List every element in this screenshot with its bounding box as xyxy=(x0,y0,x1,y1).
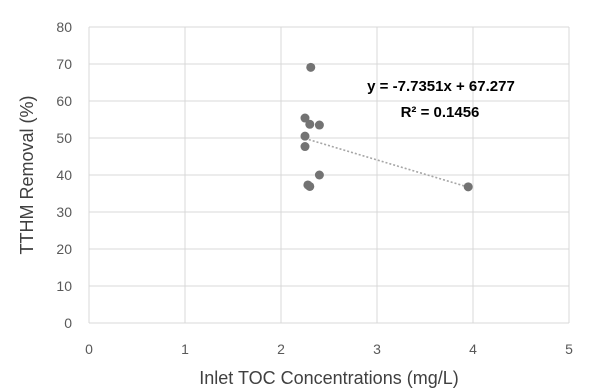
r-squared-label: R² = 0.1456 xyxy=(401,104,480,121)
data-points xyxy=(300,62,473,192)
trendline-group xyxy=(304,137,469,188)
y-axis-title: TTHM Removal (%) xyxy=(17,95,37,254)
x-tick-label: 1 xyxy=(181,341,189,357)
data-point xyxy=(463,182,473,192)
x-tick-label: 4 xyxy=(469,341,477,357)
trendline-equation: y = -7.7351x + 67.277 xyxy=(367,78,515,95)
y-tick-label: 20 xyxy=(56,241,72,257)
data-point xyxy=(300,131,310,141)
y-tick-label: 60 xyxy=(56,93,72,109)
data-point xyxy=(305,181,315,191)
y-tick-label: 0 xyxy=(64,315,72,331)
data-point xyxy=(314,120,324,130)
y-tick-label: 70 xyxy=(56,56,72,72)
y-tick-label: 40 xyxy=(56,167,72,183)
data-point xyxy=(300,113,310,123)
y-tick-labels: 0 10 20 30 40 50 60 70 80 xyxy=(56,19,72,331)
y-tick-label: 10 xyxy=(56,278,72,294)
x-tick-label: 0 xyxy=(85,341,93,357)
x-tick-label: 3 xyxy=(373,341,381,357)
data-point xyxy=(306,62,316,72)
y-tick-label: 30 xyxy=(56,204,72,220)
y-tick-label: 50 xyxy=(56,130,72,146)
x-tick-label: 5 xyxy=(565,341,573,357)
data-point xyxy=(300,142,310,152)
data-point xyxy=(314,170,324,180)
trendline xyxy=(304,137,469,188)
y-tick-label: 80 xyxy=(56,19,72,35)
x-tick-label: 2 xyxy=(277,341,285,357)
x-tick-labels: 0 1 2 3 4 5 xyxy=(85,341,573,357)
x-axis-title: Inlet TOC Concentrations (mg/L) xyxy=(199,368,458,388)
gridlines xyxy=(88,26,570,324)
data-point xyxy=(305,119,315,129)
